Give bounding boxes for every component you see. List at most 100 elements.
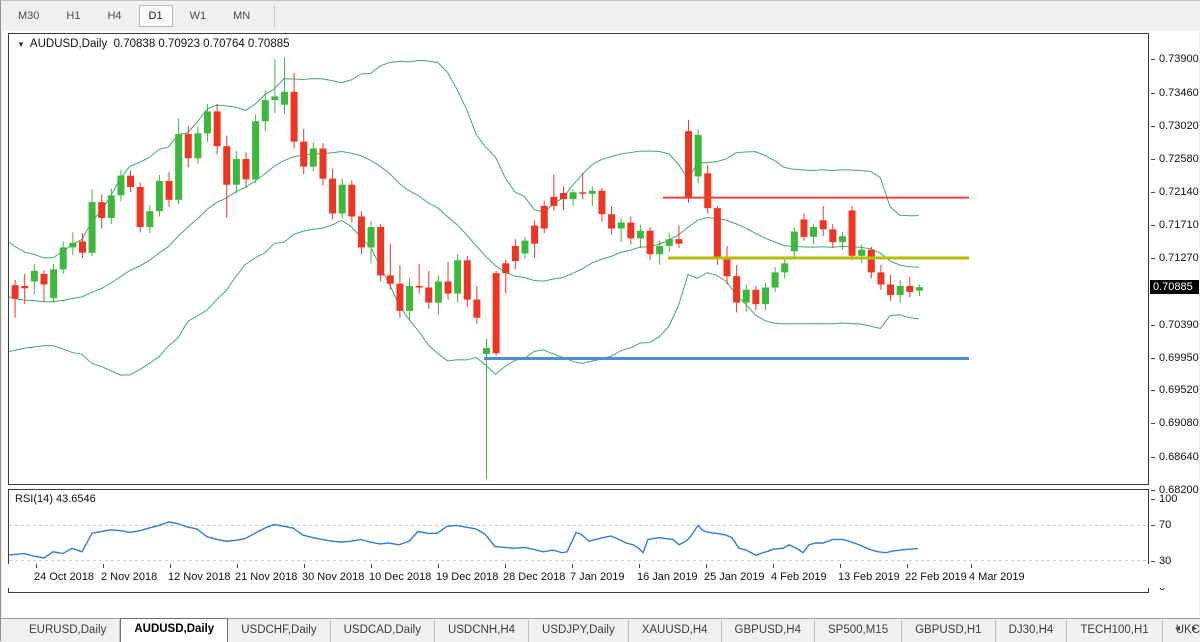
- main-chart[interactable]: ▼ AUDUSD,Daily 0.70838 0.70923 0.70764 0.…: [8, 33, 1149, 485]
- price-axis-label: 0.68640: [1159, 450, 1199, 463]
- candle-down: [579, 172, 587, 200]
- price-axis-label: 0.73020: [1159, 119, 1199, 132]
- candle-up: [636, 224, 644, 249]
- price-tick: [1151, 423, 1155, 425]
- candle-up: [569, 189, 577, 206]
- candle-down: [425, 270, 433, 309]
- candle-up: [742, 284, 750, 312]
- rsi-tick: [1151, 560, 1155, 562]
- chart-tab-eurusd[interactable]: EURUSD,Daily: [16, 620, 121, 642]
- candle-down: [40, 270, 48, 302]
- candle-down: [473, 285, 481, 324]
- price-axis-label: 0.69520: [1159, 384, 1199, 397]
- tab-scroll-left-icon[interactable]: ◂: [1174, 623, 1180, 634]
- candle-up: [521, 236, 529, 259]
- tab-scroll-right-icon[interactable]: ▸: [1191, 623, 1197, 634]
- chart-tab-gbpusd[interactable]: GBPUSD,H4: [722, 620, 815, 642]
- candle-up: [309, 142, 317, 172]
- candle-up: [175, 118, 183, 205]
- candle-down: [223, 135, 231, 218]
- candle-down: [98, 194, 106, 229]
- timeframe-toolbar: M30 H1 H4 D1 W1 MN: [1, 1, 1200, 31]
- chart-tab-sp500[interactable]: SP500,M15: [815, 620, 903, 642]
- rsi-indicator-label: RSI(14) 43.6546: [15, 493, 96, 505]
- date-axis-label: 22 Feb 2019: [905, 571, 967, 583]
- candle-up: [261, 90, 269, 132]
- candle-down: [675, 225, 683, 249]
- price-axis-label: 0.72580: [1159, 153, 1199, 166]
- chart-tab-ukc[interactable]: UKC: [1163, 620, 1200, 642]
- date-tick: [237, 564, 238, 568]
- candle-down: [348, 180, 356, 223]
- chart-tab-usdcnh[interactable]: USDCNH,H4: [435, 620, 530, 642]
- candle-up: [434, 275, 442, 315]
- date-axis-label: 19 Dec 2018: [436, 571, 499, 583]
- candle-down: [752, 285, 760, 311]
- date-axis-label: 13 Feb 2019: [838, 571, 900, 583]
- candle-up: [483, 338, 490, 480]
- candle-down: [11, 279, 19, 318]
- price-tick: [1151, 159, 1155, 161]
- rsi-tick: [1151, 499, 1155, 500]
- chart-tab-xauusd[interactable]: XAUUSD,H4: [629, 620, 722, 642]
- date-axis-label: 10 Dec 2018: [369, 571, 432, 583]
- candle-down: [819, 205, 827, 237]
- chart-tab-usdjpy[interactable]: USDJPY,Daily: [529, 620, 629, 642]
- timeframe-button-h1[interactable]: H1: [66, 10, 81, 22]
- candlestick-chart-canvas[interactable]: [9, 34, 1148, 484]
- chart-tab-gbpusd[interactable]: GBPUSD,H1: [902, 620, 996, 642]
- price-axis-label: 0.68200: [1159, 483, 1199, 496]
- candle-down: [646, 227, 654, 261]
- candle-up: [771, 267, 779, 293]
- candle-down: [877, 264, 885, 290]
- candle-up: [232, 150, 240, 194]
- chart-tab-usdcad[interactable]: USDCAD,Daily: [331, 620, 435, 642]
- date-tick: [706, 564, 707, 568]
- timeframe-button-w1[interactable]: W1: [189, 10, 207, 22]
- symbol-dropdown-icon[interactable]: ▼: [17, 40, 25, 49]
- candle-down: [550, 174, 558, 211]
- rsi-axis-label: 30: [1159, 554, 1172, 567]
- timeframe-button-m30[interactable]: M30: [18, 10, 40, 22]
- tab-scrollers: ◂ ▸: [1175, 623, 1197, 634]
- date-tick: [170, 564, 171, 568]
- timeframe-button-d1[interactable]: D1: [138, 5, 173, 27]
- date-axis: 24 Oct 2018 2 Nov 2018 12 Nov 2018 21 Nov 2…: [3, 564, 1199, 588]
- rsi-line: [9, 521, 919, 559]
- date-axis-label: 12 Nov 2018: [168, 571, 231, 583]
- price-axis-label: 0.73900: [1159, 53, 1199, 66]
- date-axis-label: 7 Jan 2019: [570, 571, 625, 583]
- candle-down: [377, 224, 385, 282]
- candle-down: [136, 182, 144, 233]
- chart-tab-dj30[interactable]: DJ30,H4: [996, 620, 1068, 642]
- candle-down: [165, 171, 173, 207]
- candle-up: [280, 57, 288, 114]
- chart-tab-bar: EURUSD,Daily AUDUSD,Daily USDCHF,Daily USDC…: [1, 618, 1200, 642]
- candle-down: [319, 143, 327, 186]
- candle-up: [896, 279, 904, 303]
- candle-up: [454, 254, 462, 303]
- price-tick: [1151, 357, 1155, 359]
- candle-down: [704, 165, 712, 214]
- candle-up: [59, 241, 67, 274]
- candle-up: [694, 129, 702, 184]
- bollinger-lower-band: [9, 219, 919, 376]
- candle-down: [444, 261, 452, 300]
- chart-window: ▼ AUDUSD,Daily 0.70838 0.70923 0.70764 0.…: [3, 31, 1199, 618]
- date-tick: [304, 564, 305, 568]
- candle-down: [598, 187, 606, 222]
- candle-down: [906, 276, 914, 298]
- timeframe-button-mn[interactable]: MN: [233, 10, 251, 22]
- candle-up: [665, 233, 673, 252]
- rsi-axis-label: 100: [1159, 493, 1178, 505]
- price-tick: [1151, 324, 1155, 326]
- candle-up: [204, 103, 212, 142]
- timeframe-button-h4[interactable]: H4: [107, 10, 122, 22]
- date-axis-label: 30 Nov 2018: [302, 571, 365, 583]
- chart-tab-audusd[interactable]: AUDUSD,Daily: [120, 618, 229, 642]
- candle-up: [30, 264, 38, 295]
- rsi-chart-canvas[interactable]: [9, 490, 1148, 592]
- chart-tab-tech100[interactable]: TECH100,H1: [1067, 620, 1163, 642]
- price-tick: [1151, 92, 1155, 94]
- chart-tab-usdchf[interactable]: USDCHF,Daily: [228, 620, 331, 642]
